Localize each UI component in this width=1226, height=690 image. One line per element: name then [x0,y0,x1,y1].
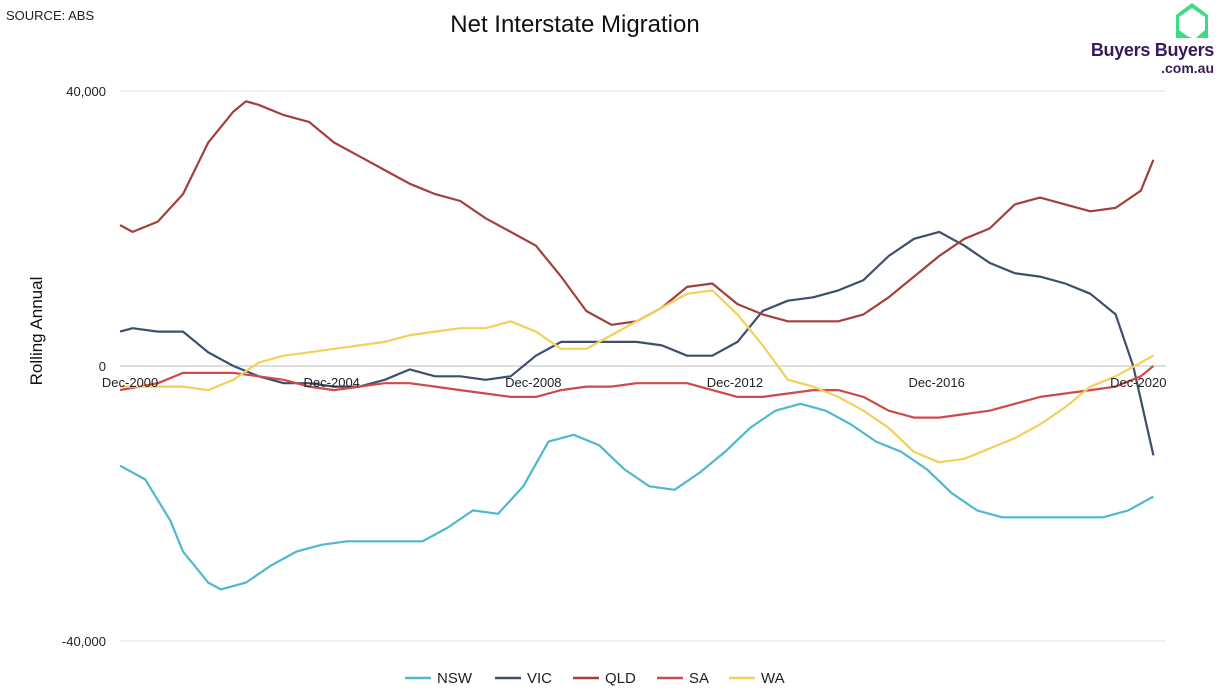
legend-label-nsw: NSW [437,670,473,687]
series-line-nsw [119,402,1154,591]
y-tick-label: 0 [99,359,106,374]
y-tick-label: 40,000 [66,84,106,99]
series-line-vic [119,230,1155,456]
series-lines [119,100,1155,591]
y-tick-labels: 40,000 0 -40,000 [62,84,106,649]
chart-title: Net Interstate Migration [450,11,699,38]
x-tick-label: Dec-2016 [908,375,964,390]
x-tick-labels: Dec-2000 Dec-2004 Dec-2008 Dec-2012 Dec-2016… [102,375,1167,390]
legend-label-sa: SA [689,670,709,687]
house-logo-icon [1176,3,1208,38]
gridlines [120,90,1166,642]
y-axis-label: Rolling Annual [27,277,46,386]
series-line-wa [120,289,1154,464]
legend: NSW VIC QLD SA WA [405,670,785,687]
legend-label-qld: QLD [605,670,636,687]
legend-label-vic: VIC [527,670,552,687]
x-tick-label: Dec-2008 [505,375,561,390]
series-line-sa [119,365,1155,419]
x-tick-label: Dec-2004 [304,375,360,390]
x-tick-label: Dec-2012 [707,375,763,390]
y-tick-label: -40,000 [62,634,106,649]
series-line-qld [119,100,1155,326]
legend-label-wa: WA [761,670,785,687]
x-tick-label: Dec-2020 [1110,375,1166,390]
x-tick-label: Dec-2000 [102,375,158,390]
source-label: SOURCE: ABS [6,8,95,23]
logo-name-text: Buyers Buyers [1090,40,1214,60]
buyers-buyers-logo: Buyers Buyers .com.au [1064,0,1214,80]
logo-domain-text: .com.au [1161,60,1214,76]
